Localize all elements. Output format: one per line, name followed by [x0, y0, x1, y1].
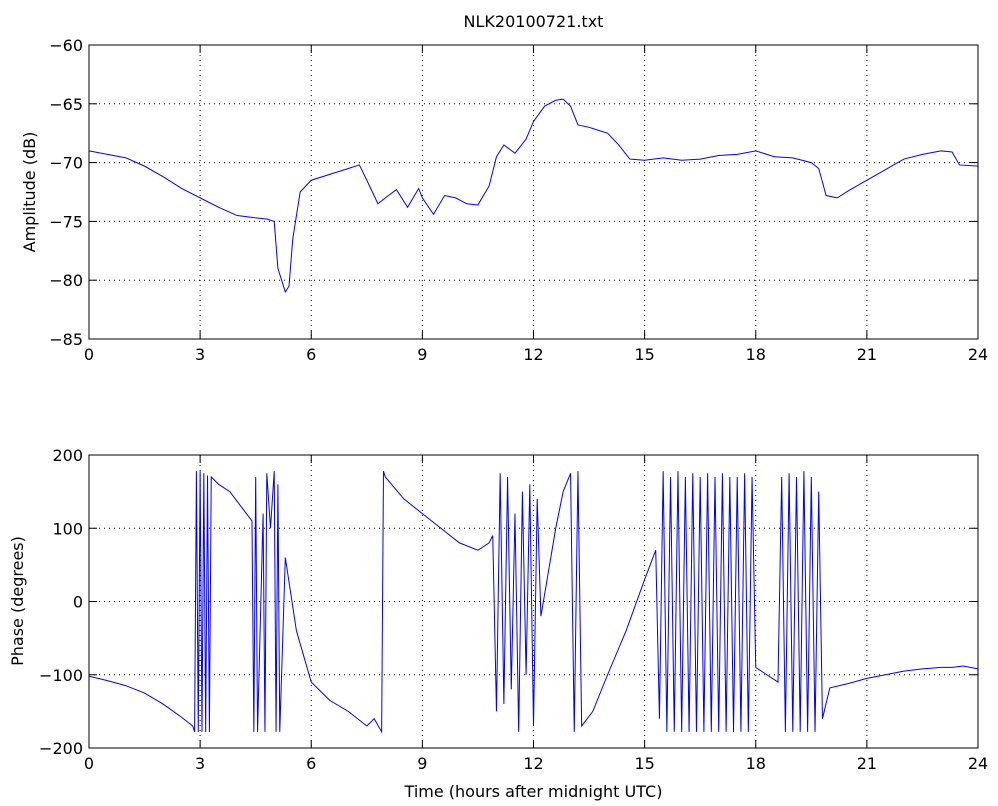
amplitude-xtick-label: 24: [968, 345, 988, 364]
phase-grid: [89, 455, 978, 748]
phase-ytick-label: −100: [39, 666, 83, 685]
amplitude-ytick-label: −70: [49, 154, 83, 173]
amplitude-grid: [89, 45, 978, 339]
amplitude-ytick-label: −60: [49, 36, 83, 55]
amplitude-series-line: [89, 98, 978, 294]
phase-xtick-label: 0: [84, 754, 94, 773]
amplitude-xtick-label: 15: [634, 345, 654, 364]
amplitude-axes-box: [88, 44, 979, 340]
phase-series-line: [89, 470, 978, 734]
amplitude-ytick-label: −80: [49, 271, 83, 290]
amplitude-ytick-label: −85: [49, 330, 83, 349]
amplitude-xtick-label: 18: [746, 345, 766, 364]
phase-axes-box: [88, 454, 979, 749]
phase-ytick-label: 100: [52, 519, 83, 538]
phase-xtick-label: 6: [306, 754, 316, 773]
phase-ytick-label: −200: [39, 739, 83, 758]
phase-xtick-label: 12: [523, 754, 543, 773]
amplitude-xtick-label: 21: [857, 345, 877, 364]
phase-xtick-label: 3: [195, 754, 205, 773]
phase-axis-ticks: 0 3 6 9 12 15 18 21 24 −200 −100 0 100 200: [39, 446, 988, 773]
amplitude-title: NLK20100721.txt: [464, 12, 604, 31]
amplitude-axis-ticks: 0 3 6 9 12 15 18 21 24 −85 −80 −75 −70 −65 −60: [49, 36, 988, 364]
amplitude-xtick-label: 12: [523, 345, 543, 364]
amplitude-ytick-label: −65: [49, 95, 83, 114]
phase-ytick-label: 0: [73, 593, 83, 612]
phase-ylabel: Phase (degrees): [8, 536, 27, 666]
phase-xlabel: Time (hours after midnight UTC): [404, 782, 663, 801]
amplitude-plot-area: [89, 45, 978, 339]
phase-xtick-label: 18: [746, 754, 766, 773]
phase-xtick-label: 15: [634, 754, 654, 773]
amplitude-ylabel: Amplitude (dB): [20, 132, 39, 253]
phase-xtick-label: 24: [968, 754, 988, 773]
amplitude-xtick-label: 9: [417, 345, 427, 364]
amplitude-panel: 0 3 6 9 12 15 18 21 24 −85 −80 −75 −70 −65 −60 NLK2010…: [20, 12, 988, 364]
amplitude-xtick-label: 3: [195, 345, 205, 364]
amplitude-xtick-label: 6: [306, 345, 316, 364]
amplitude-ytick-label: −75: [49, 212, 83, 231]
phase-ytick-label: 200: [52, 446, 83, 465]
phase-xtick-label: 21: [857, 754, 877, 773]
phase-xtick-label: 9: [417, 754, 427, 773]
phase-panel: 0 3 6 9 12 15 18 21 24 −200 −100 0 100 200 Time (hour…: [8, 446, 988, 801]
amplitude-xtick-label: 0: [84, 345, 94, 364]
